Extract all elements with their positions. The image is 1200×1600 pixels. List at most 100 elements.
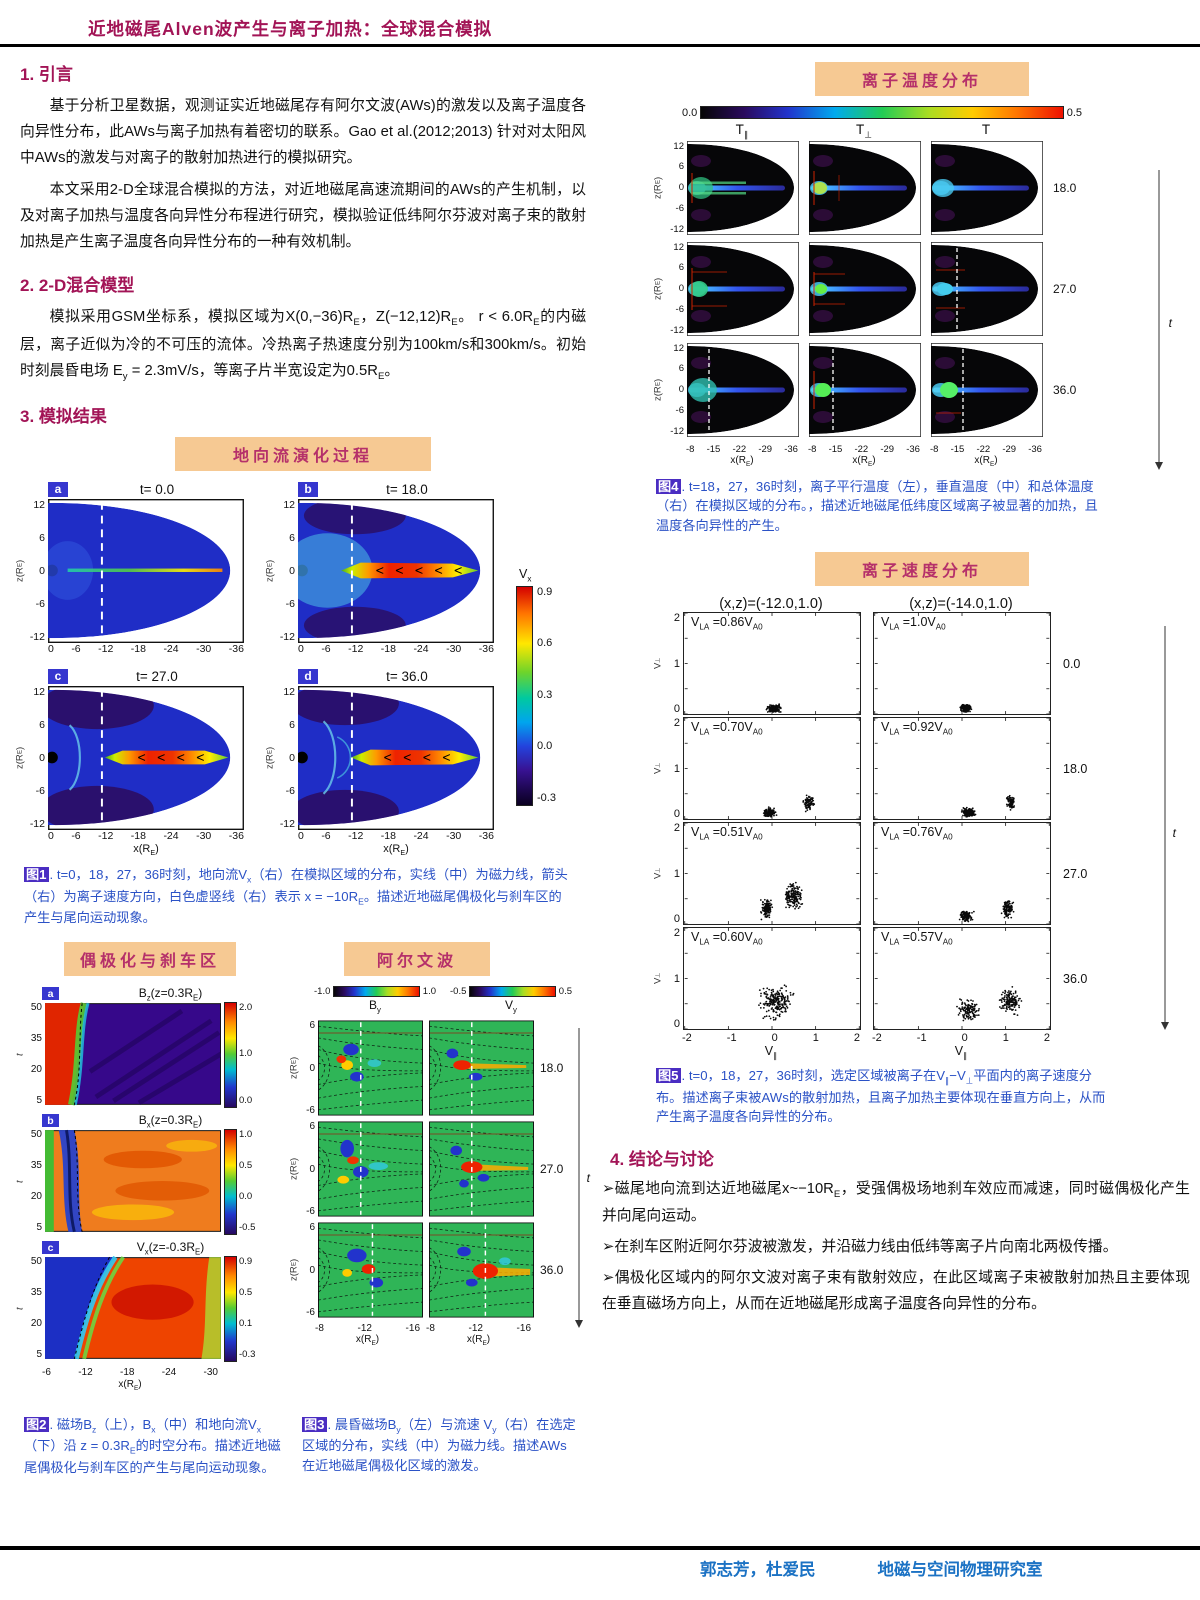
figure-2: a Bz(z=0.3RE) t 50 35 20 5 xyxy=(14,986,282,1393)
tick-label: -24 xyxy=(163,643,179,655)
tick-label: -36 xyxy=(906,443,920,455)
x-axis-ticks: -8 -12 -16 xyxy=(315,1323,420,1334)
fig2-plot-b xyxy=(45,1129,221,1232)
figure-5: (x,z)=(-12.0,1.0) (x,z)=(-14.0,1.0) V ⊥ 2… xyxy=(652,596,1177,1061)
tick-label: 0.0 xyxy=(239,1094,253,1106)
tick-label: 6 xyxy=(678,262,684,274)
x-axis-ticks: 0 -6 -12 -18 -24 -30 -36 xyxy=(298,830,494,843)
panel-tag: c xyxy=(48,668,68,684)
tick-label: -1 xyxy=(726,1032,737,1045)
tick-label: 2 xyxy=(673,717,680,730)
tick-label: -6 xyxy=(285,785,295,797)
x-axis-ticks: -8 -15 -22 -29 -36 xyxy=(930,444,1042,455)
fig5-scatter-3-0: VLA =0.60VA0 xyxy=(683,927,861,1031)
panel-tag: b xyxy=(298,481,318,497)
fig2-plot-a xyxy=(45,1002,221,1106)
fig4-row-36: z(R E) 12 6 0 -6 -12 xyxy=(652,342,1172,437)
tick-label: 1 xyxy=(673,657,680,670)
tick-label: -2 xyxy=(682,1032,692,1045)
figure-2-badge: 图2 xyxy=(24,1416,49,1432)
vla-label: VLA =0.51VA0 xyxy=(691,825,763,842)
cbar-max: 1.0 xyxy=(422,985,436,997)
tick-label: -16 xyxy=(516,1323,531,1335)
fig4-ttot-36 xyxy=(931,343,1043,437)
tick-label: 12 xyxy=(673,342,684,354)
tick-label: -18 xyxy=(380,643,396,655)
vla-label: VLA =0.76VA0 xyxy=(881,825,953,842)
fig5-x-axis-titles: V∥ V∥ xyxy=(682,1044,1172,1061)
x-axis-title: x(RE) xyxy=(466,1334,491,1348)
x-axis-title: x(RE) xyxy=(133,843,159,858)
tick-label: -24 xyxy=(161,1366,177,1378)
tick-label: -22 xyxy=(976,443,991,455)
tick-label: -6 xyxy=(306,1105,315,1117)
tick-label: -18 xyxy=(130,643,146,655)
tick-label: 0 xyxy=(39,752,45,764)
fig2a-colorbar-ticks: 2.0 1.0 0.0 xyxy=(239,1002,263,1106)
panel-tag: b xyxy=(42,1114,59,1128)
conclusion-bullet-2: ➢在刹车区附近阿尔芬波被激发，并沿磁力线由低纬等离子片向南北两极传播。 xyxy=(602,1239,1118,1256)
cbar-gradient xyxy=(333,985,420,997)
tick-label: 0.6 xyxy=(537,637,553,649)
tick-label: 50 xyxy=(30,1128,42,1140)
tick-label: 5 xyxy=(36,1221,42,1233)
tick-label: -30 xyxy=(446,643,462,655)
fig5-time-axis-label: t xyxy=(1172,826,1176,841)
x-axis-title: x(RE) xyxy=(355,1334,380,1348)
row-time-label: 27.0 xyxy=(1053,281,1077,296)
tick-label: -8 xyxy=(315,1323,324,1335)
tick-label: 20 xyxy=(30,1063,42,1075)
fig4-column-headers: T∥ T⊥ T xyxy=(686,122,1172,141)
y-axis-ticks: 12 6 0 -6 -12 xyxy=(664,343,687,437)
y-axis-label: z(R E) xyxy=(14,559,26,583)
tick-label: 0.5 xyxy=(239,1286,253,1298)
fig4-tperp-27 xyxy=(809,242,921,336)
tick-label: 6 xyxy=(289,719,295,731)
y-axis-ticks: 12 6 0 -6 -12 xyxy=(276,499,298,643)
y-axis-ticks: 6 0 -6 xyxy=(300,1020,318,1116)
colorbar-gradient xyxy=(516,585,533,806)
fig3-row-36: z(R E) 6 0 -6 36.0 xyxy=(288,1222,588,1318)
tick-label: 20 xyxy=(30,1317,42,1329)
fig2-x-axis-title: x(RE) xyxy=(118,1378,142,1392)
tick-label: 5 xyxy=(36,1348,42,1360)
tick-label: 6 xyxy=(39,532,45,544)
col-header-t-total: T xyxy=(981,122,991,137)
tick-label: 50 xyxy=(30,1001,42,1013)
tick-label: -6 xyxy=(35,785,45,797)
y-axis-label: z(R E) xyxy=(652,277,664,300)
x-axis-ticks: 0 -6 -12 -18 -24 -30 -36 xyxy=(48,830,244,843)
fig5-scatter-1-1: VLA =0.92VA0 xyxy=(873,717,1051,821)
cbar-max: 0.5 xyxy=(1066,106,1082,119)
fig4-tpar-36 xyxy=(687,343,799,437)
tick-label: -18 xyxy=(380,830,396,842)
y-axis-label: z(R E) xyxy=(288,1158,300,1181)
tick-label: -12 xyxy=(98,643,114,655)
x-axis-title: x(RE) xyxy=(383,843,409,858)
tick-label: -36 xyxy=(784,443,798,455)
tick-label: -8 xyxy=(426,1323,435,1335)
fig1-panel-d: d t= 36.0 z(R E) 12 6 0 -6 -12 xyxy=(264,662,496,857)
tick-label: -29 xyxy=(1002,443,1017,455)
x-axis-ticks: -8 -15 -22 -29 -36 xyxy=(808,444,920,455)
figures-2-3-row: a Bz(z=0.3RE) t 50 35 20 5 xyxy=(14,986,592,1393)
x-axis-ticks: -2 -1 0 1 2 xyxy=(872,1032,1050,1044)
tick-label: 6 xyxy=(678,161,684,173)
tick-label: 1 xyxy=(673,762,680,775)
tick-label: 0.9 xyxy=(239,1255,253,1267)
y-axis-label: z(R E) xyxy=(288,1259,300,1282)
x-axis-ticks: -8 -12 -16 xyxy=(426,1323,531,1334)
y-axis-ticks: 50 35 20 5 xyxy=(26,1002,45,1106)
banner-earthward-flow: 地向流演化过程 xyxy=(175,437,431,471)
fig2c-colorbar xyxy=(224,1255,237,1362)
y-axis-label: V ⊥ xyxy=(652,867,664,880)
vla-label: VLA =0.92VA0 xyxy=(881,720,953,737)
fig4-ttot-27 xyxy=(931,242,1043,336)
panel-title: t= 0.0 xyxy=(139,481,175,497)
fig5-scatter-1-0: VLA =0.70VA0 xyxy=(683,717,861,821)
tick-label: 35 xyxy=(30,1032,42,1044)
x-axis-ticks: -8 -15 -22 -29 -36 xyxy=(686,444,798,455)
fig3-row-18: z(R E) 6 0 -6 xyxy=(288,1020,588,1116)
tick-label: -0.5 xyxy=(239,1221,256,1233)
fig5-column-headers: (x,z)=(-12.0,1.0) (x,z)=(-14.0,1.0) xyxy=(682,596,1172,612)
